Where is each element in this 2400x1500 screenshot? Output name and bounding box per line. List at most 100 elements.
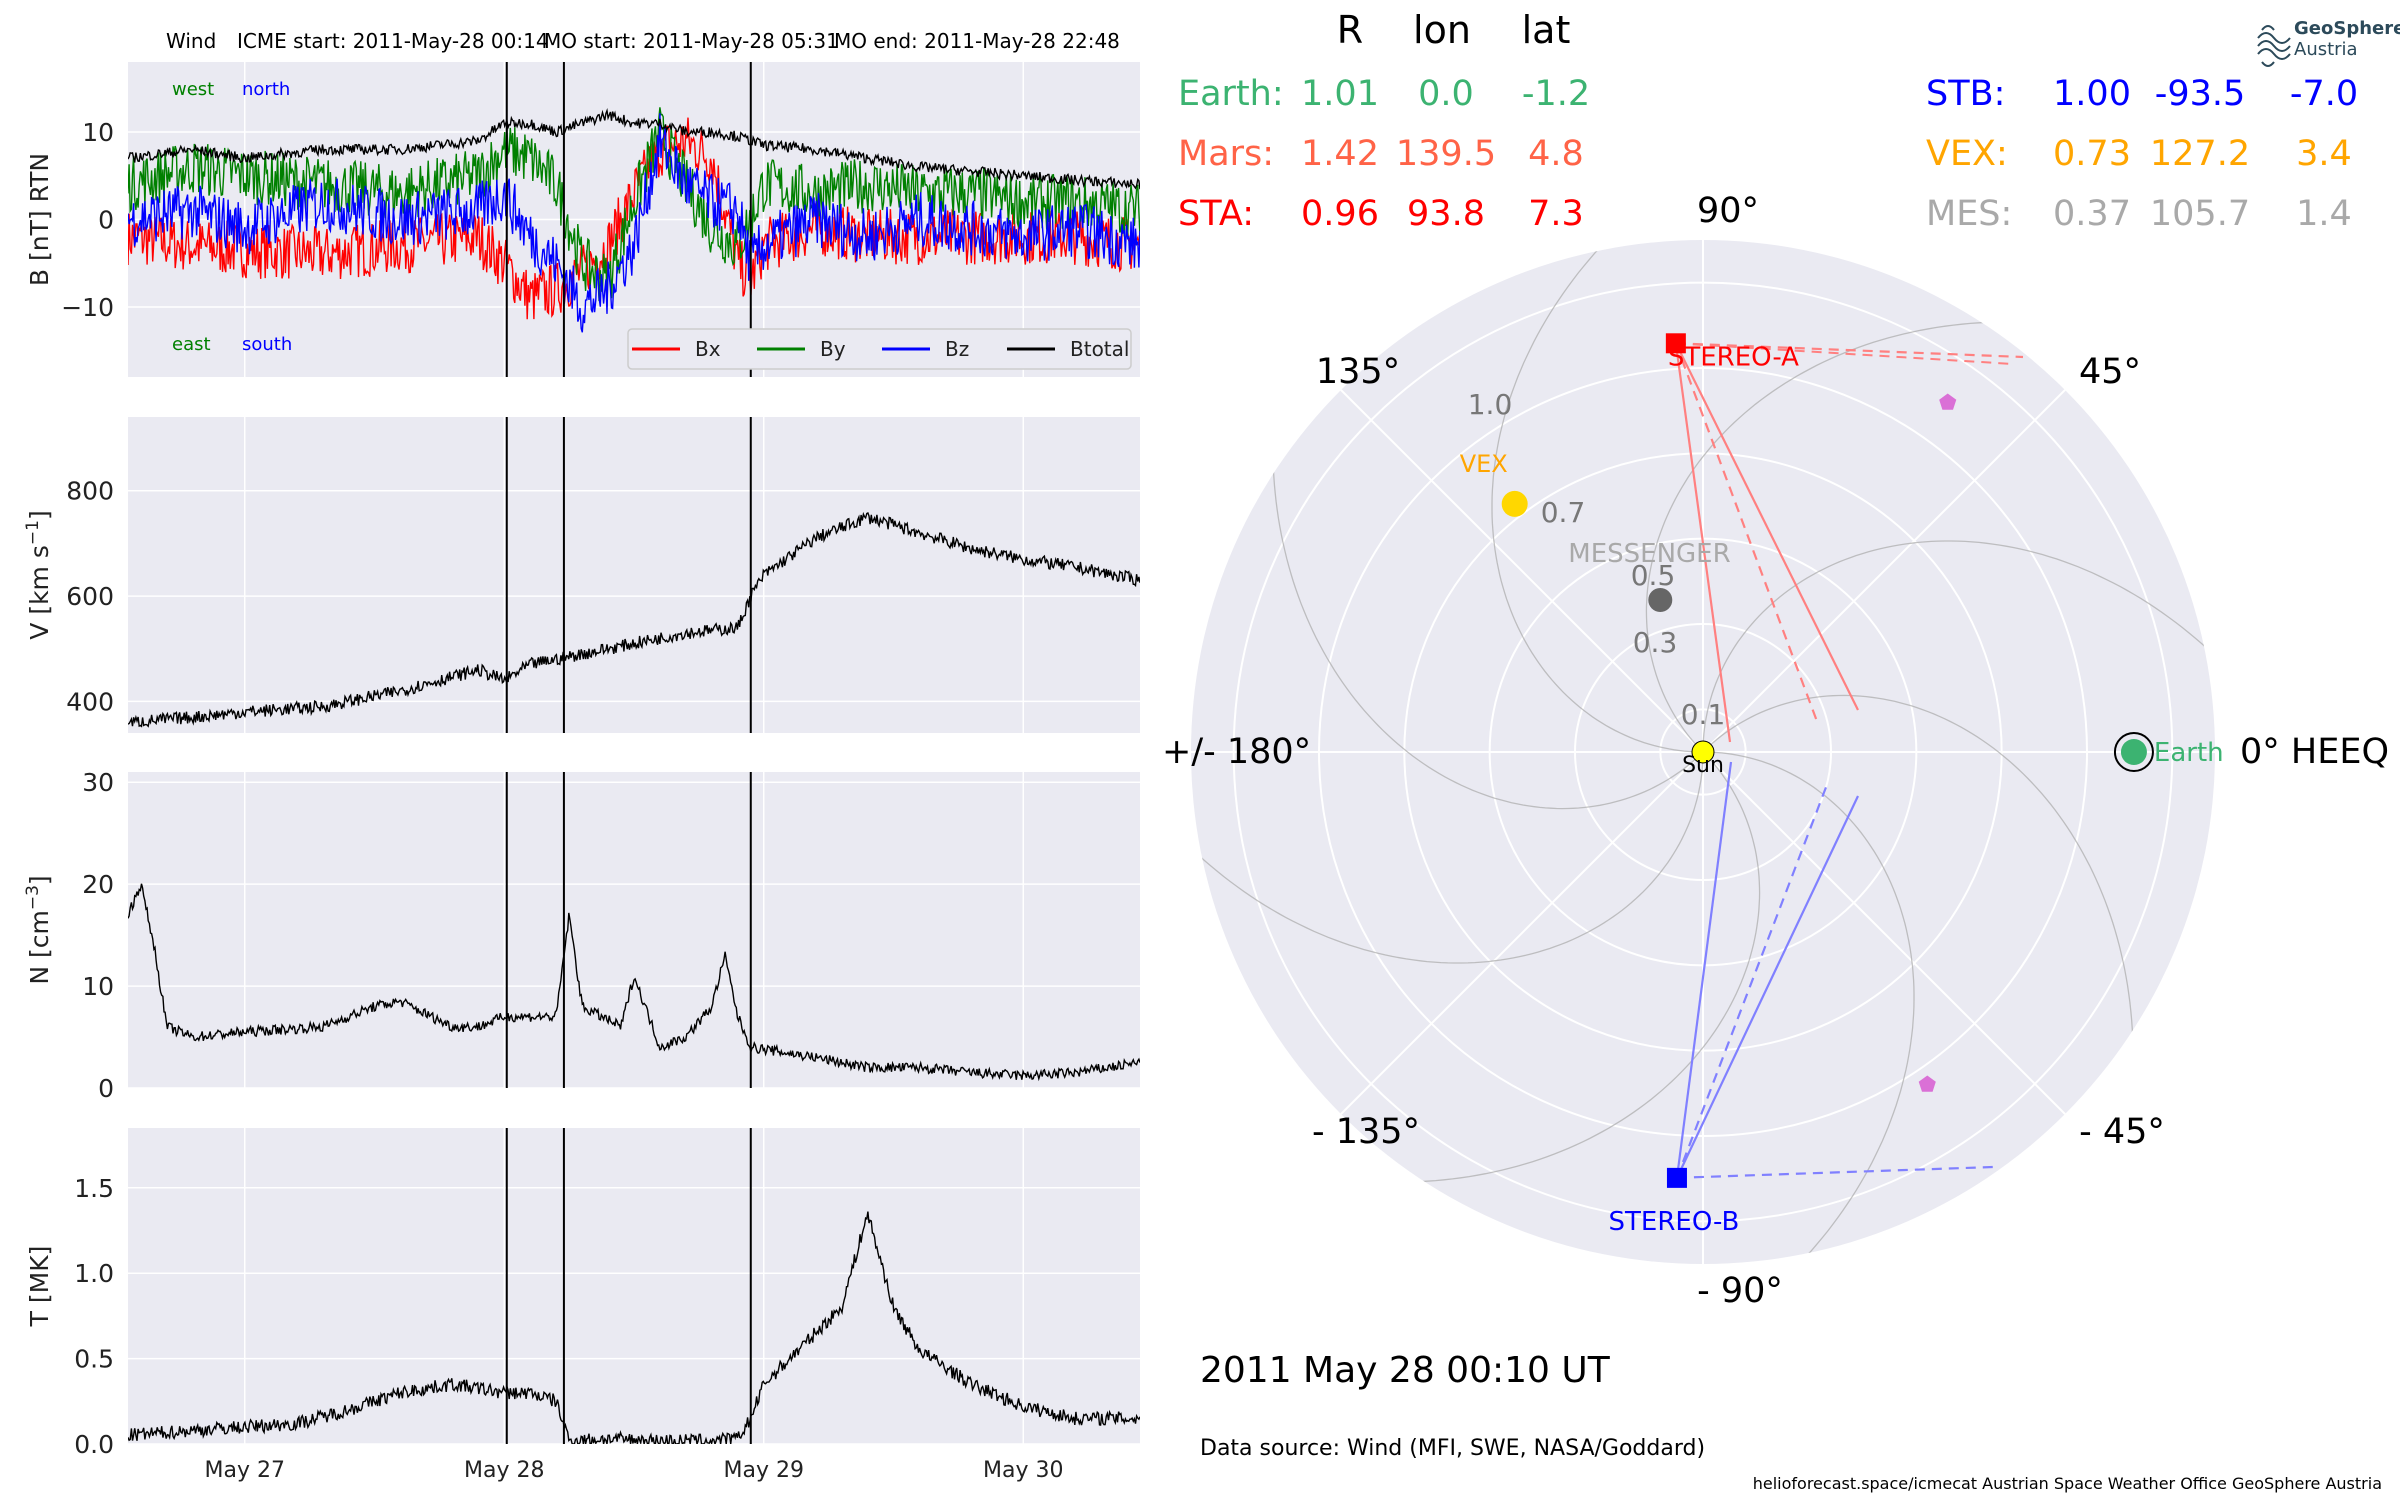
row-r: 1.00: [2053, 74, 2131, 114]
row-lon: -93.5: [2155, 74, 2246, 114]
angle-label: 45°: [2079, 352, 2141, 392]
table-row-left: Earth: 1.01 0.0 -1.2: [1178, 74, 1590, 114]
angular-gridline: [1702, 389, 2066, 753]
row-lon: 93.8: [1407, 194, 1485, 234]
logo: GeoSphere Austria: [2257, 18, 2400, 67]
header-mo-start: MO start: 2011-May-28 05:31: [544, 29, 839, 53]
header-line: Wind ICME start: 2011-May-28 00:14 MO st…: [166, 29, 1120, 53]
series-line-t: [128, 1211, 1140, 1444]
pentagon-marker: [1939, 393, 1957, 410]
y-tick-label: 0.0: [74, 1430, 114, 1459]
row-lon: 105.7: [2150, 194, 2250, 234]
sta-fov-line: [1674, 342, 1859, 711]
row-r: 0.96: [1301, 194, 1379, 234]
annotation-west: west: [172, 79, 214, 100]
y-axis-label: V [km s−1]: [23, 510, 54, 639]
radial-tick-label: 0.3: [1633, 626, 1678, 659]
header-icme-start: ICME start: 2011-May-28 00:14: [237, 29, 549, 53]
positions-table: R lon lat Earth: 1.01 0.0 -1.2 Mars: 1.42 139.…: [1178, 8, 2358, 234]
header-mo-end: MO end: 2011-May-28 22:48: [834, 29, 1120, 53]
row-lon: 0.0: [1418, 74, 1474, 114]
row-lat: 3.4: [2296, 134, 2352, 174]
annotation-north: north: [242, 79, 290, 100]
stb-fov-line: [1676, 1165, 1994, 1179]
body-label: VEX: [1460, 450, 1508, 478]
body-label: MESSENGER: [1568, 539, 1730, 569]
stb-fov-line: [1675, 761, 1733, 1179]
x-tick-label: May 28: [464, 1458, 544, 1483]
series-line-n: [128, 883, 1140, 1082]
timeseries-x-ticks: May 27 May 28 May 29 May 30: [205, 1458, 1064, 1483]
body-marker-pink-north: [1939, 393, 1957, 410]
y-tick-label: 1.0: [74, 1259, 114, 1288]
table-row-right: MES: 0.37 105.7 1.4: [1926, 194, 2352, 234]
radial-tick-label: 1.0: [1468, 388, 1513, 421]
row-name: STB:: [1926, 74, 2005, 114]
angular-gridline: [1340, 751, 1704, 1115]
row-name: VEX:: [1926, 134, 2008, 174]
radial-tick-label: 0.7: [1541, 496, 1586, 529]
angle-label: 90°: [1697, 191, 1759, 231]
y-tick-label: 0: [98, 1074, 114, 1103]
stb-fov-line: [1675, 795, 1859, 1179]
body-marker-pink-south: [1918, 1075, 1936, 1092]
table-row-left: Mars: 1.42 139.5 4.8: [1178, 134, 1584, 174]
series-line-btotal: [128, 108, 1140, 190]
timeseries-panel-0: −10 0 10 B [nT] RTN west north east south Bx By Bz…: [25, 62, 1140, 377]
earth-ring: [2113, 732, 2154, 772]
plot-date-time: 2011 May 28 00:10 UT: [1200, 1350, 1611, 1391]
y-tick-label: 600: [66, 582, 114, 611]
earth-marker: [2120, 739, 2147, 765]
y-tick-label: 10: [82, 118, 114, 147]
angle-label: - 45°: [2079, 1112, 2165, 1152]
row-name: MES:: [1926, 194, 2012, 234]
x-tick-label: May 29: [724, 1458, 804, 1483]
timeseries-panels: −10 0 10 B [nT] RTN west north east south Bx By Bz…: [23, 62, 1140, 1459]
spacecraft-marker: [1666, 1167, 1687, 1188]
y-axis-label: B [nT] RTN: [25, 153, 54, 286]
panel-background: [128, 417, 1140, 733]
header-spacecraft: Wind: [166, 29, 216, 53]
y-tick-label: 10: [82, 972, 114, 1001]
panel-background: [128, 1128, 1140, 1444]
angle-label: - 90°: [1697, 1271, 1783, 1311]
timeseries-panel-3: 0.0 0.5 1.0 1.5 T [MK]: [25, 1128, 1140, 1459]
row-lat: 1.4: [2296, 194, 2352, 234]
body-stereo-b: STEREO-B: [1609, 1167, 1740, 1237]
body-vex: VEX: [1460, 450, 1528, 517]
polar-plot: 0.1 0.3 0.5 0.7 1.0 90° 45° 0° HEEQ - 45° - 90° - …: [1162, 191, 2389, 1311]
sun-marker: [1691, 740, 1715, 764]
legend-label-bz: Bz: [945, 337, 969, 361]
annotation-east: east: [172, 334, 211, 355]
x-tick-label: May 30: [983, 1458, 1063, 1483]
legend-box: [627, 328, 1132, 370]
angular-gridline: [1340, 389, 1704, 753]
table-row-right: VEX: 0.73 127.2 3.4: [1926, 134, 2352, 174]
fov-lines: [1674, 342, 2024, 1179]
table-header-r: R: [1337, 8, 1363, 52]
messenger-marker: [1648, 588, 1673, 613]
row-r: 0.37: [2053, 194, 2131, 234]
table-row-right: STB: 1.00 -93.5 -7.0: [1926, 74, 2358, 114]
y-tick-label: 1.5: [74, 1174, 114, 1203]
angle-label: +/- 180°: [1162, 732, 1311, 772]
y-axis-label: N [cm−3]: [23, 875, 54, 984]
row-lat: -7.0: [2290, 74, 2358, 114]
series-line-v: [128, 511, 1140, 728]
pentagon-marker: [1918, 1075, 1936, 1092]
credits: helioforecast.space/icmecat Austrian Spa…: [1753, 1474, 2382, 1493]
data-source: Data source: Wind (MFI, SWE, NASA/Goddar…: [1200, 1436, 1705, 1461]
logo-line1: GeoSphere: [2294, 18, 2400, 39]
body-messenger: MESSENGER: [1568, 539, 1731, 613]
body-label: STEREO-B: [1609, 1207, 1740, 1237]
row-lat: 4.8: [1528, 134, 1584, 174]
y-tick-label: 30: [82, 768, 114, 797]
row-r: 0.73: [2053, 134, 2131, 174]
radial-tick-label: 0.5: [1631, 559, 1676, 592]
table-row-left: STA: 0.96 93.8 7.3: [1178, 194, 1584, 234]
table-header-lat: lat: [1522, 8, 1571, 52]
panel-background: [128, 772, 1140, 1088]
y-tick-label: 800: [66, 477, 114, 506]
x-tick-label: May 27: [205, 1458, 285, 1483]
